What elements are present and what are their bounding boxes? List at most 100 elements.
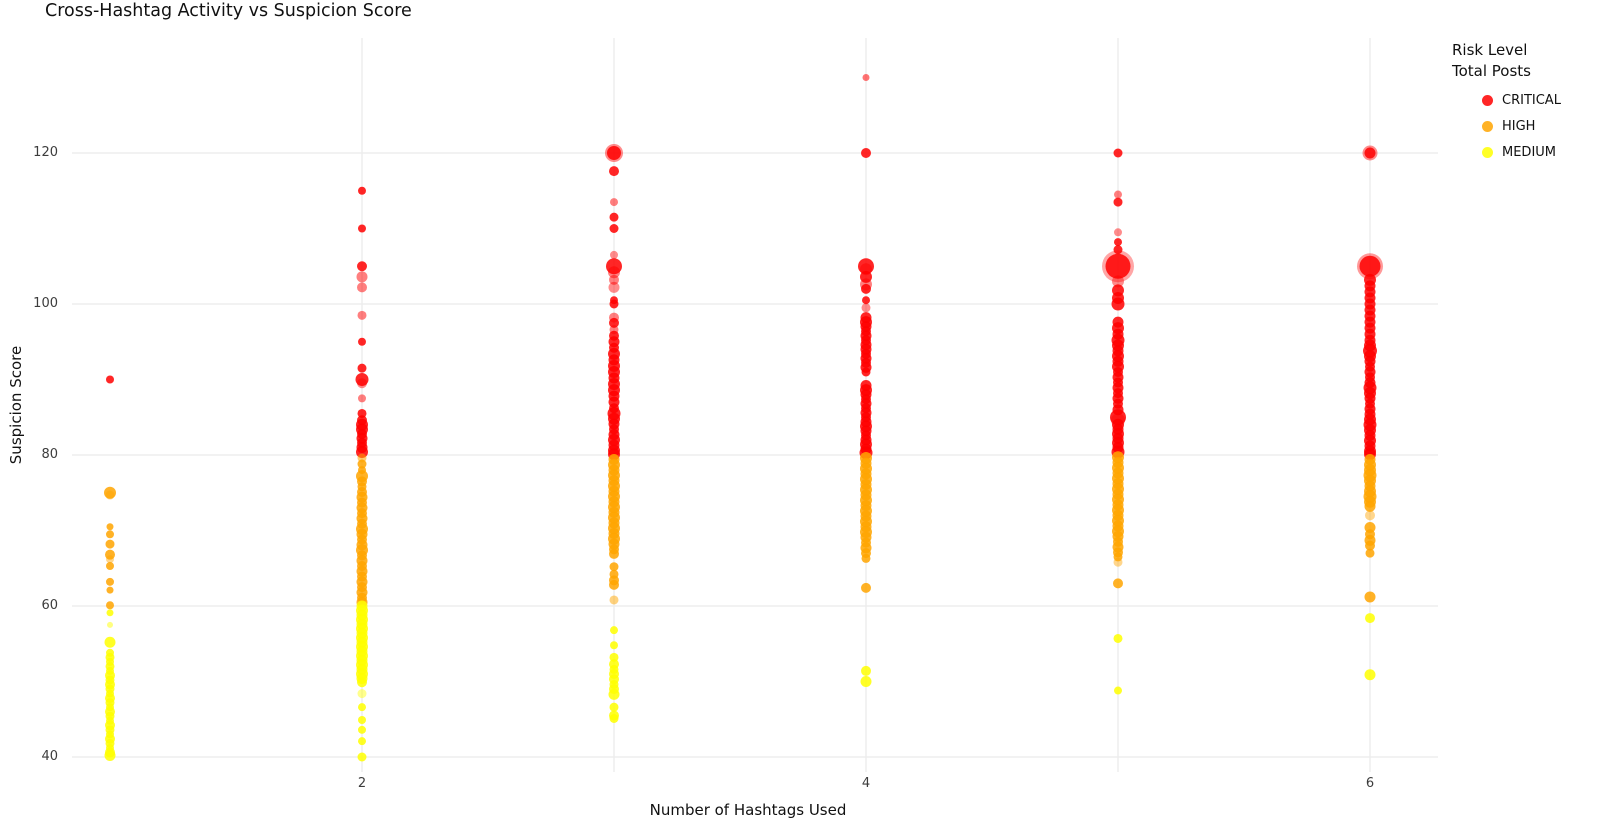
data-point-critical <box>861 148 871 158</box>
data-point-high <box>105 549 115 560</box>
data-point-high <box>104 486 116 499</box>
data-point-critical <box>609 224 619 233</box>
data-point-critical <box>607 146 621 160</box>
data-point-high <box>1113 557 1123 567</box>
data-point-critical <box>1114 190 1122 199</box>
data-point-medium <box>609 652 619 662</box>
data-point-high <box>106 577 114 586</box>
data-point-high <box>106 523 114 531</box>
legend-item-medium[interactable]: MEDIUM <box>1482 145 1561 160</box>
x-tick-label: 2 <box>357 776 367 791</box>
data-point-high <box>1364 500 1376 512</box>
data-point-medium <box>609 713 619 723</box>
data-point-medium <box>1365 613 1375 624</box>
data-point-critical <box>1113 245 1123 255</box>
data-point-critical <box>357 378 367 389</box>
data-point-critical <box>1364 147 1376 159</box>
data-point-medium <box>106 609 114 617</box>
x-tick-label: 4 <box>861 776 871 791</box>
data-point-medium <box>107 621 113 628</box>
legend-title: Risk Level Total Posts <box>1452 40 1561 82</box>
data-point-critical <box>1359 255 1381 277</box>
data-point-critical <box>357 363 367 373</box>
data-point-high <box>861 582 871 593</box>
data-point-critical <box>1112 275 1124 288</box>
legend-swatch-critical-icon <box>1482 95 1493 106</box>
data-point-critical <box>862 296 870 305</box>
data-point-medium <box>610 641 618 650</box>
data-point-critical <box>610 198 618 207</box>
chart-title: Cross-Hashtag Activity vs Suspicion Scor… <box>45 1 412 21</box>
x-axis-title: Number of Hashtags Used <box>649 801 847 819</box>
data-point-critical <box>357 408 367 418</box>
data-point-medium <box>104 749 116 761</box>
data-point-medium <box>357 689 367 699</box>
y-tick-label: 120 <box>33 145 58 160</box>
y-tick-label: 80 <box>41 447 58 462</box>
data-point-critical <box>610 250 618 259</box>
data-point-critical <box>106 375 114 384</box>
legend-item-high[interactable]: HIGH <box>1482 119 1561 134</box>
data-point-medium <box>610 626 618 635</box>
data-point-medium <box>609 702 619 712</box>
data-point-critical <box>608 281 620 293</box>
data-point-critical <box>358 394 366 403</box>
data-point-high <box>106 601 114 610</box>
data-point-high <box>1113 578 1123 589</box>
data-point-critical <box>358 224 366 233</box>
data-point-critical <box>357 282 367 293</box>
data-point-high <box>106 530 114 539</box>
data-point-critical <box>609 274 619 285</box>
data-point-high <box>1365 540 1375 551</box>
data-point-high <box>609 548 619 559</box>
data-point-critical <box>609 212 619 222</box>
data-point-medium <box>1114 686 1122 695</box>
data-point-high <box>609 579 619 590</box>
data-point-medium <box>358 737 366 746</box>
data-point-critical <box>1114 228 1122 237</box>
data-point-medium <box>357 752 367 762</box>
data-point-critical <box>357 310 367 320</box>
legend-label: CRITICAL <box>1502 93 1561 108</box>
data-point-high <box>105 490 115 500</box>
data-point-critical <box>609 166 619 177</box>
legend: Risk Level Total Posts CRITICAL HIGH MEDIUM <box>1452 40 1561 171</box>
data-point-critical <box>861 303 871 313</box>
legend-items: CRITICAL HIGH MEDIUM <box>1452 93 1561 160</box>
data-point-critical <box>1105 253 1131 279</box>
y-tick-label: 40 <box>41 749 58 764</box>
data-point-medium <box>861 665 871 676</box>
data-point-high <box>105 539 115 549</box>
data-point-critical <box>609 299 619 309</box>
data-point-medium <box>358 703 366 712</box>
legend-label: MEDIUM <box>1502 145 1557 160</box>
data-point-critical <box>609 317 619 328</box>
data-point-high <box>1365 510 1375 521</box>
legend-swatch-high-icon <box>1482 121 1493 132</box>
x-tick-label: 6 <box>1365 776 1375 791</box>
data-point-high <box>861 553 871 563</box>
data-point-high <box>1365 548 1375 558</box>
legend-item-critical[interactable]: CRITICAL <box>1482 93 1561 108</box>
y-tick-label: 100 <box>33 296 58 311</box>
data-point-high <box>106 586 114 594</box>
data-point-medium <box>1364 669 1376 681</box>
data-point-medium <box>608 688 620 700</box>
data-point-high <box>357 459 367 469</box>
data-point-medium <box>1113 633 1123 643</box>
data-point-critical <box>861 283 871 294</box>
data-point-high <box>106 555 114 564</box>
legend-swatch-medium-icon <box>1482 147 1493 158</box>
data-point-critical <box>861 367 871 377</box>
data-point-critical <box>858 258 874 275</box>
data-point-critical <box>1111 297 1125 311</box>
data-point-high <box>106 561 114 570</box>
data-point-medium <box>358 725 366 734</box>
data-point-medium <box>357 677 367 688</box>
data-point-critical <box>358 186 366 195</box>
data-point-critical <box>608 266 620 279</box>
data-point-critical <box>1113 197 1123 207</box>
data-point-high <box>609 562 619 572</box>
